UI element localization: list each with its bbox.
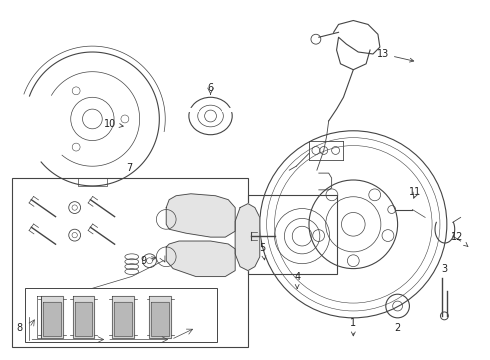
Text: 13: 13: [377, 49, 414, 62]
Text: 9: 9: [141, 256, 156, 266]
Polygon shape: [74, 302, 93, 336]
Text: 10: 10: [104, 119, 123, 129]
Text: 1: 1: [350, 318, 356, 336]
Polygon shape: [73, 296, 95, 338]
Bar: [25, 288, 218, 342]
Bar: [248, 195, 337, 274]
Text: 12: 12: [450, 232, 468, 247]
Polygon shape: [166, 194, 235, 237]
Text: 3: 3: [441, 264, 447, 274]
Text: 2: 2: [394, 323, 401, 333]
Polygon shape: [151, 302, 169, 336]
Text: 11: 11: [409, 187, 421, 197]
Polygon shape: [41, 296, 63, 338]
Polygon shape: [112, 296, 134, 338]
Text: 4: 4: [294, 273, 300, 288]
Text: 6: 6: [207, 84, 214, 94]
Bar: [12, 178, 248, 347]
Text: 7: 7: [127, 163, 133, 173]
Text: 5: 5: [260, 243, 266, 260]
Polygon shape: [114, 302, 132, 336]
Polygon shape: [149, 296, 171, 338]
Polygon shape: [235, 204, 260, 271]
Polygon shape: [166, 241, 235, 276]
Polygon shape: [43, 302, 61, 336]
Text: 8: 8: [17, 323, 23, 333]
